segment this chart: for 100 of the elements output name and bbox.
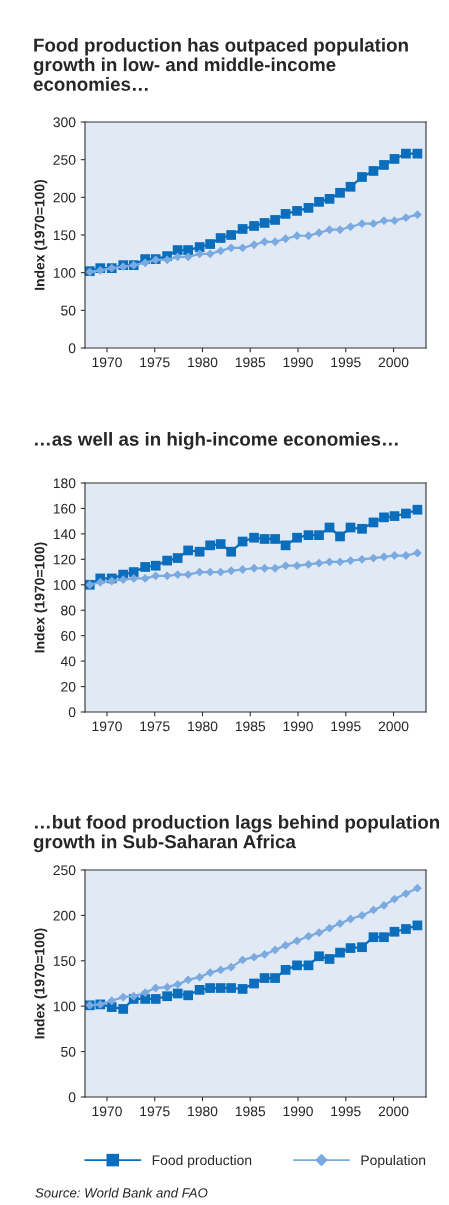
point	[205, 249, 215, 259]
point	[205, 540, 215, 551]
point	[260, 563, 269, 573]
point	[281, 234, 291, 244]
y-axis-title: Index (1970=100)	[34, 928, 48, 1039]
point	[389, 154, 400, 164]
point	[345, 943, 356, 953]
point	[173, 979, 183, 989]
point	[292, 960, 302, 971]
source-note: Source: World Bank and FAO	[35, 1187, 208, 1198]
point	[270, 945, 280, 955]
x-tick-label: 1990	[283, 721, 313, 732]
point	[314, 951, 324, 962]
point	[215, 539, 226, 549]
chart-title: Food production has outpaced population growth in low- and middle-income economies…	[33, 38, 408, 91]
point	[401, 148, 411, 159]
point	[216, 246, 226, 256]
point	[357, 219, 367, 229]
point	[205, 968, 215, 978]
point	[259, 534, 270, 544]
point	[304, 931, 313, 941]
point	[314, 928, 324, 938]
point	[369, 219, 378, 229]
point	[226, 566, 236, 576]
point	[390, 216, 399, 226]
point	[379, 216, 389, 226]
point	[237, 984, 248, 994]
point	[215, 983, 226, 993]
point	[249, 952, 259, 962]
point	[118, 575, 128, 585]
point	[368, 166, 379, 176]
point	[325, 923, 334, 933]
x-tick-label: 1995	[331, 1106, 361, 1117]
y-axis-title: Index (1970=100)	[34, 542, 48, 653]
point	[118, 992, 128, 1002]
point	[260, 237, 269, 247]
chart-title: …as well as in high-income economies…	[35, 432, 398, 450]
y-tick-label: 150	[53, 230, 76, 241]
point	[314, 530, 324, 541]
point	[335, 557, 345, 567]
point	[379, 900, 389, 910]
point	[303, 530, 314, 541]
point	[335, 187, 345, 198]
point	[292, 936, 302, 946]
y-tick-label: 160	[53, 503, 76, 514]
x-tick-label: 1985	[235, 1106, 266, 1117]
y-tick-label: 200	[53, 910, 76, 921]
point	[95, 577, 105, 587]
chart-title: …but food production lags behind population growth in Sub-Saharan Africa	[33, 815, 440, 853]
point	[129, 574, 139, 583]
point	[292, 561, 302, 571]
x-tick-label: 1980	[188, 1106, 218, 1117]
point	[314, 196, 324, 207]
point	[346, 556, 355, 566]
point	[292, 206, 302, 216]
point	[216, 965, 226, 975]
point	[128, 567, 139, 577]
point	[412, 548, 422, 558]
point	[162, 571, 172, 581]
point	[379, 160, 389, 170]
y-tick-label: 150	[53, 956, 76, 966]
x-tick-label: 1980	[188, 721, 218, 732]
point	[324, 954, 335, 964]
point	[280, 965, 291, 975]
y-tick-label: 100	[53, 1001, 76, 1012]
point	[237, 224, 248, 234]
point	[412, 504, 423, 515]
point	[140, 988, 150, 997]
y-tick-label: 250	[53, 155, 76, 165]
point	[280, 209, 291, 219]
point	[379, 512, 389, 523]
y-tick-label: 250	[53, 865, 76, 876]
point	[162, 555, 173, 566]
point	[183, 990, 194, 1001]
point	[335, 531, 345, 542]
x-tick-label: 1985	[235, 721, 266, 732]
x-tick-label: 1995	[331, 721, 361, 732]
y-tick-label: 200	[53, 192, 76, 203]
y-tick-label: 100	[53, 580, 76, 590]
point	[260, 950, 269, 959]
point	[281, 561, 291, 571]
x-tick-label: 2000	[378, 357, 409, 368]
point	[314, 228, 324, 238]
point	[314, 558, 324, 568]
x-tick-label: 1980	[188, 357, 218, 368]
point	[325, 557, 334, 567]
point	[357, 554, 367, 564]
point	[379, 552, 389, 562]
x-tick-label: 1975	[140, 721, 170, 732]
point	[150, 994, 161, 1004]
point	[183, 975, 193, 985]
point	[249, 532, 259, 543]
point	[238, 565, 248, 574]
point	[259, 218, 270, 228]
point	[357, 910, 367, 920]
x-tick-label: 1990	[283, 357, 313, 368]
point	[390, 551, 399, 560]
x-tick-label: 2000	[378, 721, 409, 732]
point	[270, 237, 280, 247]
y-tick-label: 120	[53, 554, 76, 565]
